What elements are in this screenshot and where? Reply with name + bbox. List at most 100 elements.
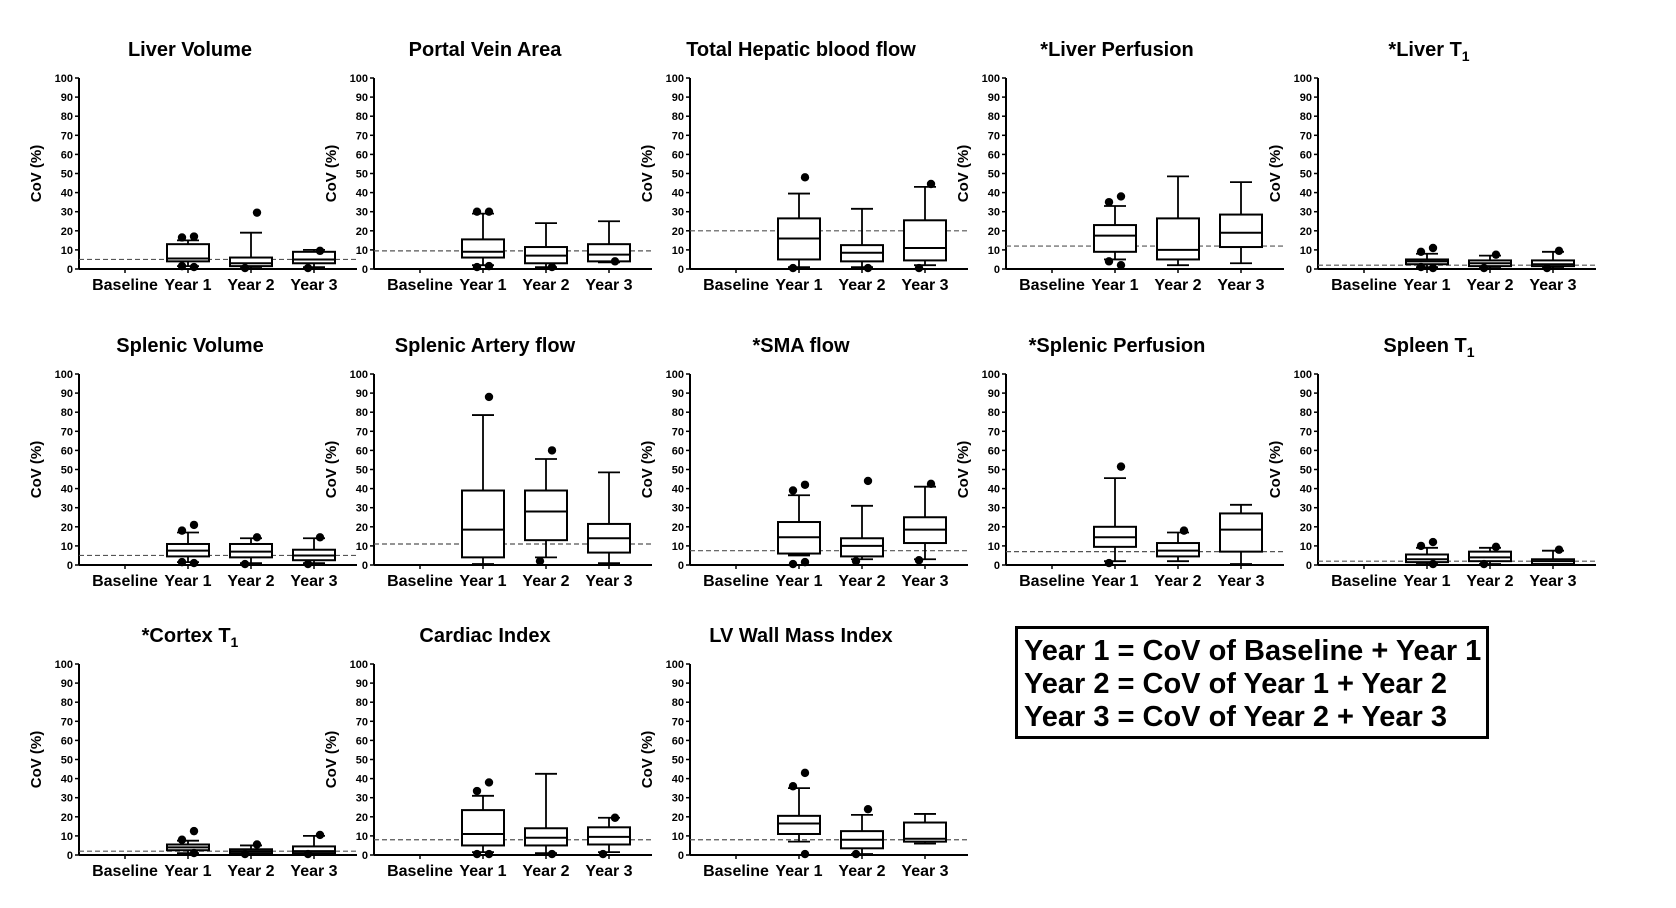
y-axis-label: CoV (%): [639, 731, 656, 789]
panel-portal-vein-area: Portal Vein Area CoV (%) 0 10 20 30 40 50 60 70 80…: [323, 39, 652, 294]
outlier-point: [1554, 545, 1564, 554]
chart-title: Cardiac Index: [419, 625, 550, 647]
x-tick-label-year-1: Year 1: [164, 573, 211, 590]
x-tick-label-year-3: Year 3: [290, 277, 337, 294]
y-tick-label: 30: [672, 503, 684, 515]
x-tick-label-year-2: Year 2: [1154, 573, 1201, 590]
box-year-1: [461, 392, 505, 565]
box-year-1: [1405, 537, 1449, 569]
outlier-point: [177, 835, 187, 844]
y-tick-label: 60: [356, 445, 368, 457]
y-tick-label: 10: [672, 831, 684, 843]
x-tick-label-year-1: Year 1: [775, 863, 822, 880]
y-tick-label: 100: [1294, 369, 1312, 381]
y-axis-label: CoV (%): [639, 441, 656, 499]
y-tick-label: 100: [55, 369, 73, 381]
y-tick-label: 20: [672, 812, 684, 824]
outlier-point: [1104, 558, 1114, 568]
box-iqr: [524, 489, 568, 542]
outlier-point: [1428, 243, 1438, 253]
y-tick-label: 30: [61, 503, 73, 515]
y-tick-label: 70: [1300, 426, 1312, 438]
y-tick-label: 40: [61, 774, 73, 786]
y-tick-label: 30: [356, 793, 368, 805]
y-tick-label: 70: [356, 716, 368, 728]
x-tick-label-year-1: Year 1: [459, 863, 506, 880]
y-tick-label: 40: [672, 774, 684, 786]
y-tick-label: 100: [350, 369, 368, 381]
chart-title: *Cortex T1: [142, 625, 239, 650]
outlier-point: [598, 849, 608, 859]
y-tick-label: 80: [988, 111, 1000, 123]
y-axis-label: CoV (%): [28, 145, 45, 203]
y-tick-label: 50: [61, 465, 73, 477]
outlier-point: [1479, 559, 1489, 569]
y-tick-label: 50: [988, 465, 1000, 477]
y-tick-label: 60: [356, 735, 368, 747]
outlier-point: [851, 849, 861, 859]
box-year-2: [524, 446, 568, 566]
legend-box: Year 1 = CoV of Baseline + Year 1 Year 2…: [1015, 626, 1489, 739]
box-year-3: [1219, 503, 1263, 565]
outlier-point: [189, 826, 199, 836]
x-tick-label-year-3: Year 3: [585, 863, 632, 880]
x-tick-label-year-3: Year 3: [585, 277, 632, 294]
y-tick-label: 20: [672, 522, 684, 534]
y-tick-label: 90: [672, 388, 684, 400]
outlier-point: [1428, 263, 1438, 273]
y-tick-label: 90: [1300, 388, 1312, 400]
x-tick-label-year-3: Year 3: [901, 573, 948, 590]
x-tick-label-year-2: Year 2: [227, 573, 274, 590]
outlier-point: [240, 559, 250, 569]
y-tick-label: 20: [988, 522, 1000, 534]
y-tick-label: 30: [1300, 207, 1312, 219]
x-tick-label-year-3: Year 3: [901, 863, 948, 880]
x-tick-label-year-1: Year 1: [1403, 573, 1450, 590]
y-tick-label: 20: [1300, 226, 1312, 238]
y-tick-label: 100: [666, 73, 684, 85]
outlier-point: [177, 526, 187, 535]
y-tick-label: 40: [1300, 484, 1312, 496]
outlier-point: [926, 479, 936, 489]
y-tick-label: 30: [988, 503, 1000, 515]
box-year-2: [524, 222, 568, 272]
y-tick-label: 10: [988, 245, 1000, 257]
x-tick-label-year-1: Year 1: [459, 277, 506, 294]
x-tick-label-year-2: Year 2: [838, 863, 885, 880]
y-tick-label: 90: [356, 92, 368, 104]
box-year-3: [903, 179, 947, 273]
y-tick-label: 80: [356, 407, 368, 419]
y-tick-label: 100: [982, 369, 1000, 381]
y-tick-label: 30: [356, 503, 368, 515]
chart-title: Splenic Artery flow: [395, 335, 576, 357]
y-tick-label: 90: [988, 388, 1000, 400]
y-tick-label: 0: [67, 850, 73, 862]
y-tick-label: 10: [988, 541, 1000, 553]
legend-line-year-2: Year 2 = CoV of Year 1 + Year 2: [1024, 668, 1447, 700]
y-tick-label: 10: [1300, 245, 1312, 257]
y-tick-label: 0: [362, 264, 368, 276]
y-tick-label: 100: [350, 659, 368, 671]
x-tick-label-year-1: Year 1: [1091, 573, 1138, 590]
y-axis-label: CoV (%): [955, 145, 972, 203]
outlier-point: [610, 257, 620, 266]
y-tick-label: 40: [356, 188, 368, 200]
box-iqr: [461, 489, 505, 559]
y-tick-label: 70: [61, 130, 73, 142]
x-tick-label-baseline: Baseline: [1019, 573, 1085, 590]
outlier-point: [926, 179, 936, 189]
y-tick-label: 40: [61, 188, 73, 200]
y-tick-label: 70: [672, 130, 684, 142]
outlier-point: [800, 768, 810, 778]
y-tick-label: 0: [362, 560, 368, 572]
y-tick-label: 80: [1300, 407, 1312, 419]
y-tick-label: 50: [61, 755, 73, 767]
y-tick-label: 0: [994, 560, 1000, 572]
x-tick-label-baseline: Baseline: [703, 277, 769, 294]
outlier-point: [547, 262, 557, 272]
y-axis-label: CoV (%): [28, 731, 45, 789]
box-iqr: [1219, 213, 1263, 249]
y-tick-label: 40: [356, 774, 368, 786]
outlier-point: [472, 786, 482, 796]
y-tick-label: 80: [61, 111, 73, 123]
